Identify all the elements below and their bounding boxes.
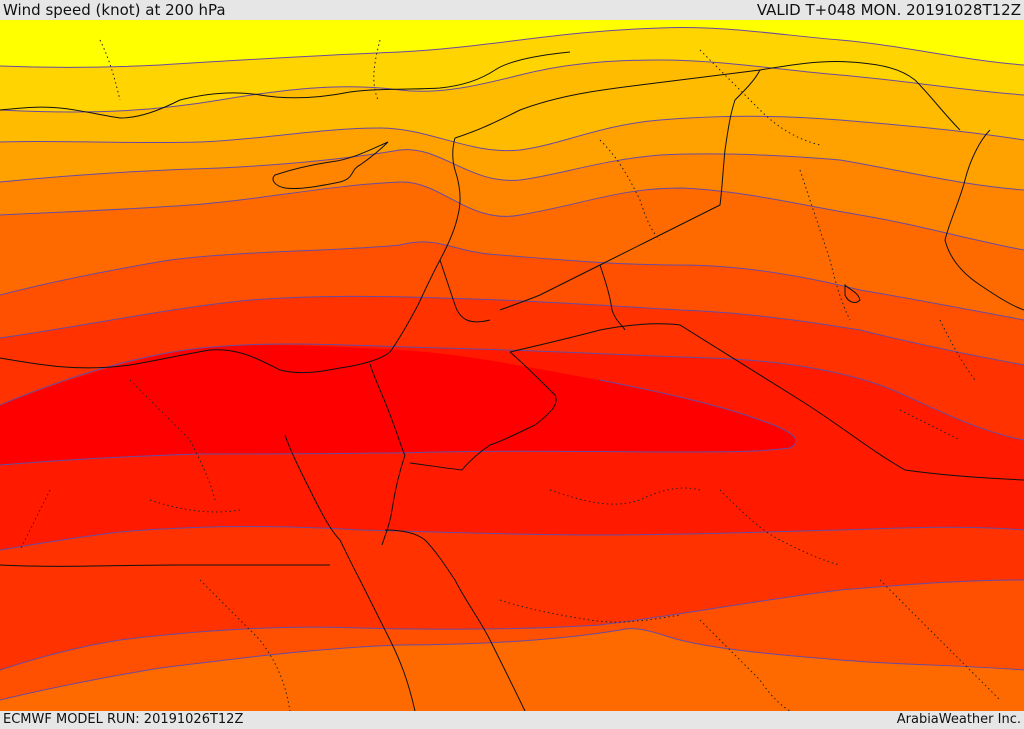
red-sea-gulf-suez — [284, 434, 416, 711]
band-amber — [0, 60, 1024, 151]
wind-speed-map — [0, 20, 1024, 711]
band-yellow — [0, 20, 1024, 68]
admin-boundaries — [19, 39, 1001, 711]
band-red-light — [0, 296, 1024, 440]
cyprus — [272, 141, 389, 189]
jet-core — [0, 344, 796, 465]
map-footer: ECMWF MODEL RUN: 20191026T12Z ArabiaWeat… — [0, 711, 1024, 729]
coastlines — [0, 51, 1024, 711]
red-sea-east-coast — [384, 529, 526, 711]
map-title: Wind speed (knot) at 200 hPa — [3, 1, 226, 19]
band-dark-orange — [0, 181, 1024, 320]
gulf-aqaba — [381, 454, 406, 546]
band-gold — [0, 27, 1024, 112]
national-borders — [0, 61, 1024, 567]
band-red-orange — [0, 241, 1024, 365]
mediterranean-coast — [0, 137, 461, 374]
model-run-label: ECMWF MODEL RUN: 20191026T12Z — [3, 712, 244, 727]
gulf-coast — [944, 129, 1024, 311]
band-orange — [0, 149, 1024, 250]
turkey-coast — [0, 51, 571, 119]
band-red-orange-low — [0, 580, 1024, 700]
band-orange-low — [0, 628, 1024, 711]
band-orange-light — [0, 116, 1024, 190]
valid-time: VALID T+048 MON. 20191028T12Z — [756, 1, 1021, 19]
island-bahrain — [844, 283, 861, 303]
contour-lines — [0, 26, 1024, 701]
credit-label: ArabiaWeather Inc. — [896, 712, 1021, 727]
band-red-low — [0, 526, 1024, 670]
map-header: Wind speed (knot) at 200 hPa VALID T+048… — [0, 0, 1024, 20]
